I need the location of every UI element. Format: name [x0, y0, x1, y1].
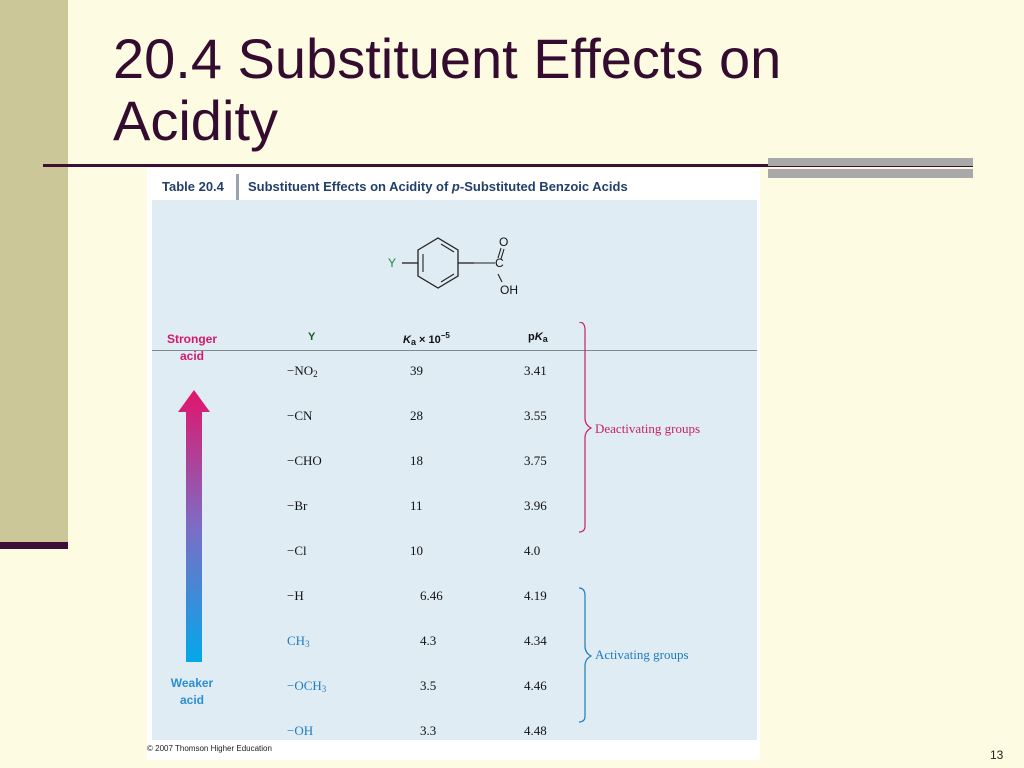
copyright-text: © 2007 Thomson Higher Education	[147, 744, 272, 753]
substituent-cell: −CN	[287, 408, 313, 423]
benzoic-acid-structure: Y C O OH	[388, 235, 518, 297]
activating-groups-label: Activating groups	[595, 647, 689, 662]
substituent-cell: CH3	[287, 633, 310, 649]
substituent-cell: −CHO	[287, 453, 322, 468]
pka-cell: 3.75	[524, 453, 547, 468]
table-caption-bar: Table 20.4 Substituent Effects on Acidit…	[147, 168, 760, 210]
ka-cell: 10	[410, 543, 423, 558]
table-panel: Y C O OH Y Ka × 10−5 pKa Stronger acid W…	[152, 200, 757, 740]
pka-cell: 4.46	[524, 678, 547, 693]
header-rule	[152, 350, 757, 351]
pka-cell: 4.48	[524, 723, 547, 738]
weaker-acid-label: Weaker acid	[170, 676, 214, 707]
table-row: −H 6.46 4.19	[152, 588, 757, 608]
molecule-c-label: C	[495, 256, 504, 270]
table-row: −CHO 18 3.75	[152, 453, 757, 473]
table-row: −Br 11 3.96	[152, 498, 757, 518]
ka-cell: 28	[410, 408, 423, 423]
substituent-cell: −Br	[287, 498, 308, 513]
stronger-acid-label: Stronger acid	[166, 332, 217, 363]
substituent-cell: −OCH3	[287, 678, 327, 694]
column-header-y: Y	[308, 331, 316, 343]
header-grey-bar-lower	[768, 169, 973, 178]
table-row: −OH 3.3 4.48	[152, 723, 757, 743]
slide-title: 20.4 Substituent Effects on Acidity	[113, 27, 782, 152]
substituent-cell: −H	[287, 588, 304, 603]
ka-cell: 39	[410, 363, 423, 378]
table-row: −OCH3 3.5 4.46	[152, 678, 757, 698]
table-row: −CN 28 3.55	[152, 408, 757, 428]
pka-cell: 3.96	[524, 498, 547, 513]
column-header-pka: pKa	[528, 331, 548, 344]
side-decoration	[0, 0, 68, 545]
column-header-ka: Ka × 10−5	[403, 331, 450, 347]
molecule-o-label: O	[499, 235, 508, 249]
ka-cell: 3.5	[420, 678, 437, 693]
molecule-y-label: Y	[388, 256, 396, 270]
table-row: −Cl 10 4.0	[152, 543, 757, 563]
ka-cell: 6.46	[420, 588, 443, 603]
side-decoration-foot	[0, 542, 68, 549]
table-row: CH3 4.3 4.34	[152, 633, 757, 653]
caption-separator	[236, 174, 239, 210]
molecule-oh-label: OH	[500, 283, 518, 297]
pka-cell: 4.0	[524, 543, 541, 558]
header-grey-bar	[768, 158, 973, 166]
pka-cell: 3.41	[524, 363, 547, 378]
pka-cell: 4.19	[524, 588, 547, 603]
pka-cell: 4.34	[524, 633, 547, 648]
table-figure: Table 20.4 Substituent Effects on Acidit…	[147, 168, 760, 760]
table-title: Substituent Effects on Acidity of p-Subs…	[248, 179, 628, 194]
deactivating-groups-label: Deactivating groups	[595, 421, 701, 436]
substituent-cell: −NO2	[287, 363, 318, 379]
title-divider	[43, 164, 973, 167]
substituent-cell: −Cl	[287, 543, 307, 558]
table-label: Table 20.4	[162, 179, 224, 194]
group-brackets	[578, 322, 593, 723]
substituent-cell: −OH	[287, 723, 314, 738]
table-row: −NO2 39 3.41	[152, 363, 757, 383]
ka-cell: 11	[410, 498, 423, 513]
ka-cell: 4.3	[420, 633, 437, 648]
slide-page-number: 13	[990, 748, 1004, 762]
ka-cell: 3.3	[420, 723, 437, 738]
ka-cell: 18	[410, 453, 423, 468]
pka-cell: 3.55	[524, 408, 547, 423]
acidity-arrow	[178, 390, 210, 662]
